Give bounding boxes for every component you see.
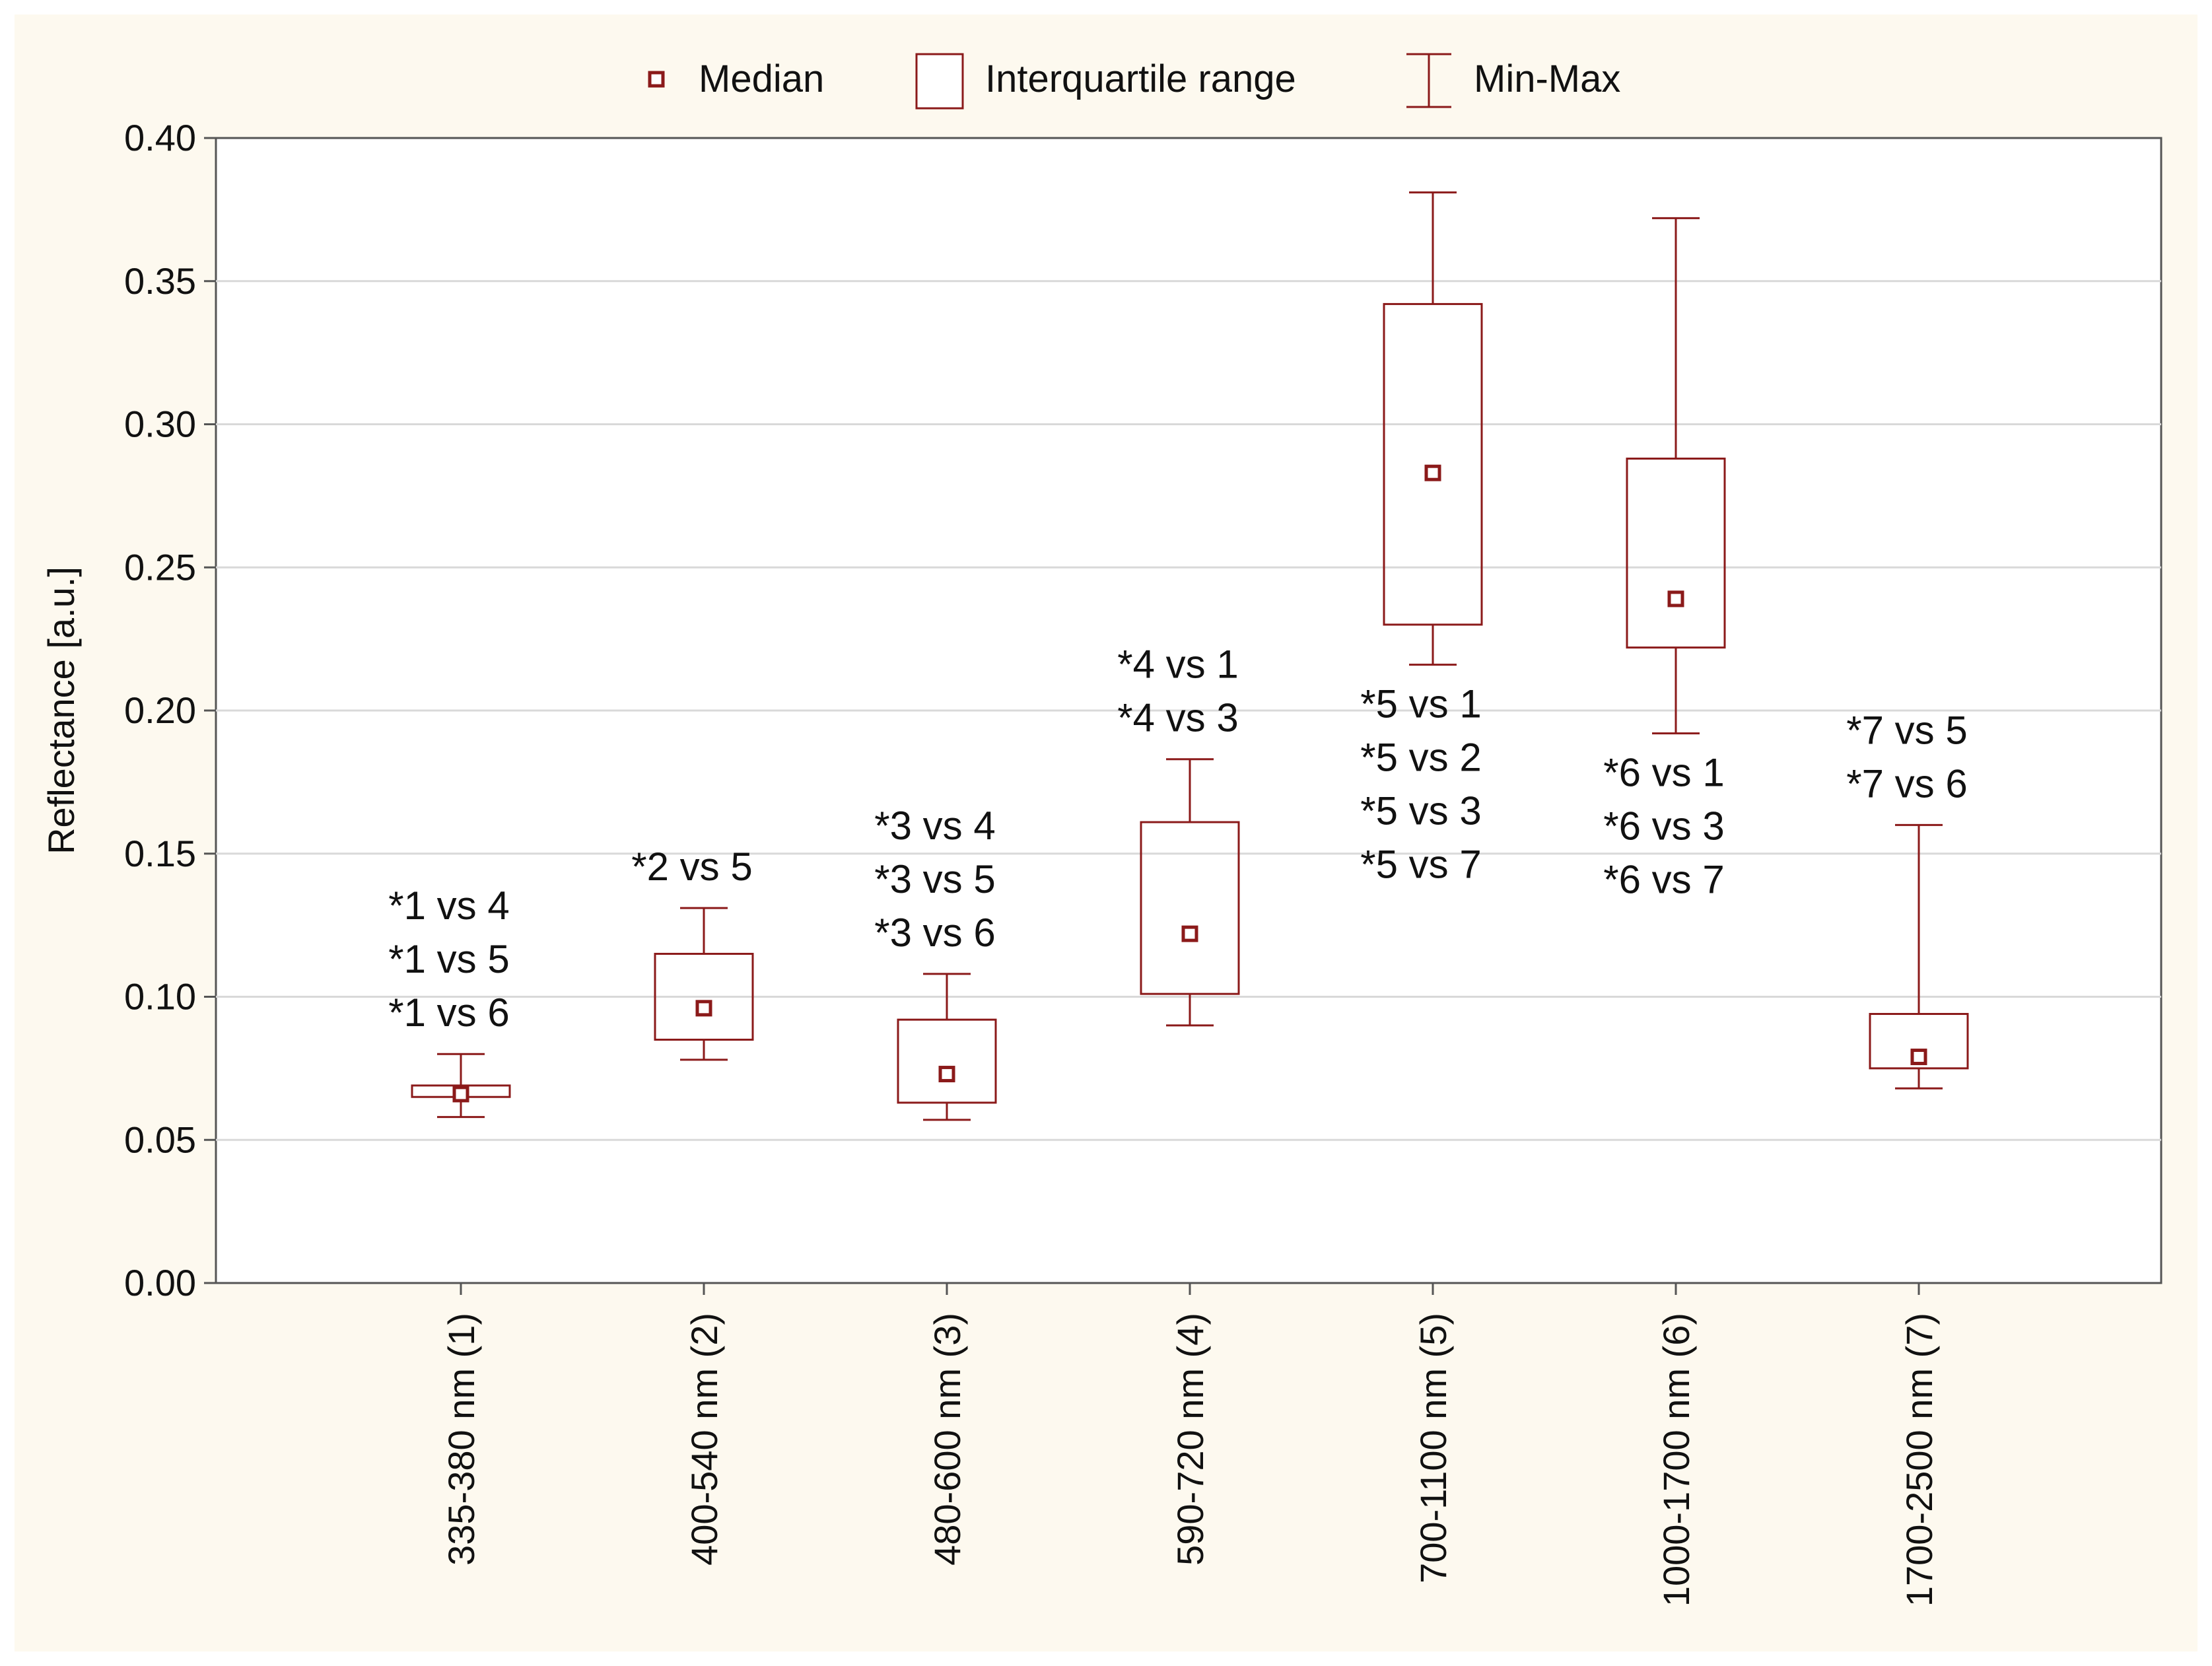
annotation-text: *1 vs 4 <box>388 884 509 928</box>
median-marker <box>1912 1051 1925 1064</box>
legend-median-marker <box>650 73 663 86</box>
annotation-2: *2 vs 5 <box>631 845 752 889</box>
annotation-text: *3 vs 5 <box>874 857 995 901</box>
annotation-text: *1 vs 5 <box>388 937 509 981</box>
legend: Median Interquartile range Min-Max <box>650 54 1620 108</box>
x-tick-label: 1000-1700 nm (6) <box>1655 1313 1697 1607</box>
median-marker <box>1669 592 1682 606</box>
annotation-text: *7 vs 5 <box>1846 708 1967 752</box>
annotation-text: *1 vs 6 <box>388 990 509 1035</box>
median-marker <box>1426 466 1439 479</box>
annotation-text: *4 vs 1 <box>1117 642 1238 687</box>
y-axis-label: Reflectance [a.u.] <box>40 567 82 854</box>
legend-iqr-label: Interquartile range <box>985 57 1296 100</box>
annotation-text: *5 vs 3 <box>1360 789 1481 833</box>
legend-iqr-box <box>916 54 963 108</box>
x-tick-label: 400-540 nm (2) <box>683 1313 725 1566</box>
annotation-text: *6 vs 7 <box>1603 858 1724 902</box>
y-tick-label: 0.25 <box>124 546 196 588</box>
legend-median-label: Median <box>699 57 824 100</box>
x-tick-label: 335-380 nm (1) <box>440 1313 482 1566</box>
y-tick-label: 0.40 <box>124 117 196 158</box>
annotation-3: *3 vs 4 *3 vs 5 *3 vs 6 <box>874 804 995 955</box>
annotation-text: *7 vs 6 <box>1846 761 1967 806</box>
annotation-text: *3 vs 6 <box>874 911 995 955</box>
y-tick-label: 0.00 <box>124 1262 196 1303</box>
median-marker <box>940 1068 953 1081</box>
annotation-text: *5 vs 7 <box>1360 843 1481 887</box>
annotation-text: *2 vs 5 <box>631 845 752 889</box>
annotation-text: *5 vs 1 <box>1360 682 1481 726</box>
annotation-text: *3 vs 4 <box>874 804 995 848</box>
x-tick-label: 590-720 nm (4) <box>1169 1313 1211 1566</box>
y-tick-label: 0.35 <box>124 260 196 302</box>
figure: 0.00 0.05 0.10 0.15 0.20 0.25 0.30 0.35 0.40 335… <box>15 15 2197 1651</box>
y-tick-label: 0.30 <box>124 403 196 445</box>
annotation-text: *5 vs 2 <box>1360 736 1481 780</box>
x-tick-label: 1700-2500 nm (7) <box>1898 1313 1940 1607</box>
annotation-text: *6 vs 3 <box>1603 804 1724 849</box>
x-axis-ticks: 335-380 nm (1) 400-540 nm (2) 480-600 nm (… <box>440 1283 1940 1607</box>
annotation-1: *1 vs 4 *1 vs 5 *1 vs 6 <box>388 884 509 1035</box>
y-axis-ticks: 0.00 0.05 0.10 0.15 0.20 0.25 0.30 0.35 0.40 <box>124 117 216 1303</box>
median-marker <box>454 1088 467 1101</box>
y-tick-label: 0.20 <box>124 689 196 731</box>
median-marker <box>697 1002 710 1015</box>
x-tick-label: 480-600 nm (3) <box>926 1313 968 1566</box>
x-tick-label: 700-1100 nm (5) <box>1412 1313 1454 1583</box>
annotation-text: *4 vs 3 <box>1117 696 1238 740</box>
y-tick-label: 0.05 <box>124 1119 196 1160</box>
y-tick-label: 0.15 <box>124 833 196 874</box>
annotation-text: *6 vs 1 <box>1603 751 1724 795</box>
median-marker <box>1183 927 1196 940</box>
annotation-6: *6 vs 1 *6 vs 3 *6 vs 7 <box>1603 751 1724 902</box>
box-plot-chart: 0.00 0.05 0.10 0.15 0.20 0.25 0.30 0.35 0.40 335… <box>15 15 2197 1651</box>
y-tick-label: 0.10 <box>124 976 196 1018</box>
legend-minmax-label: Min-Max <box>1474 57 1620 100</box>
